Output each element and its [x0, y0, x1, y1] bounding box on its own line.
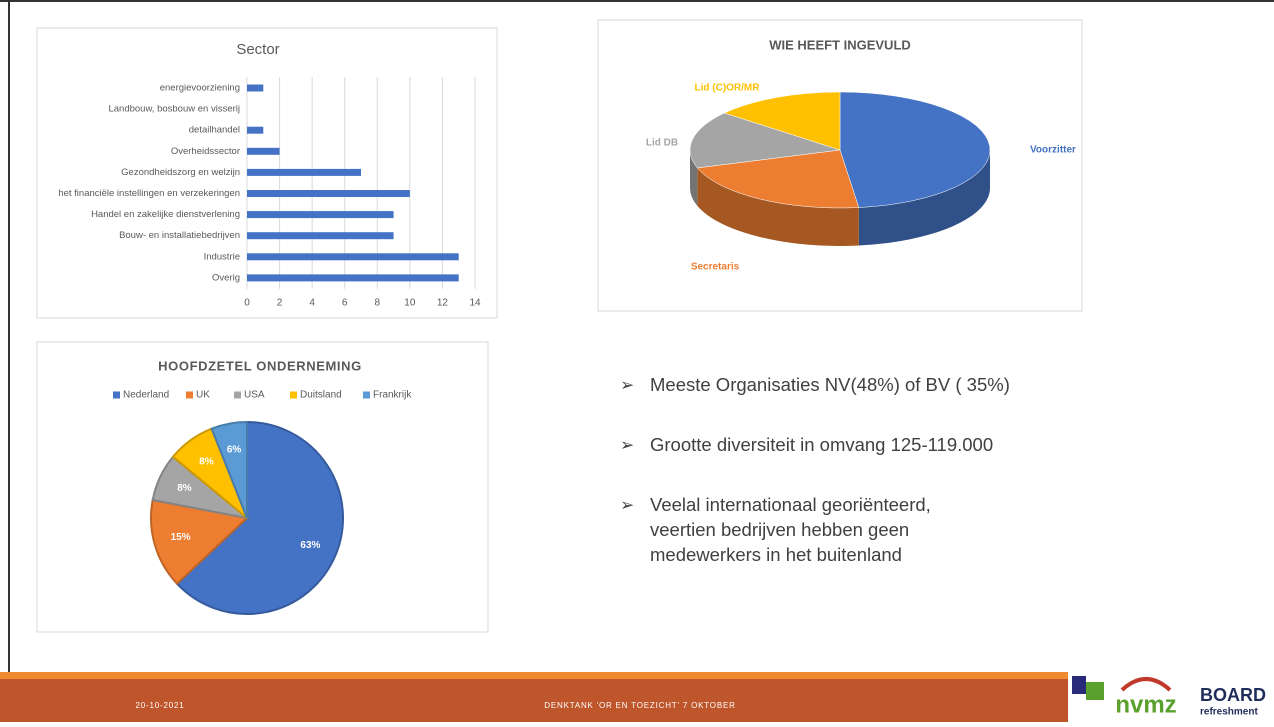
- chart-title: WIE HEEFT INGEVULD: [769, 37, 911, 52]
- legend-swatch: [113, 391, 120, 399]
- legend-label: Duitsland: [300, 390, 342, 401]
- y-tick-label: detailhandel: [189, 125, 240, 136]
- logo-text: nvmz: [1115, 691, 1176, 718]
- bullet-text: veertien bedrijven hebben geen: [650, 519, 909, 540]
- y-tick-label: Overig: [212, 272, 240, 283]
- legend-swatch: [234, 391, 241, 399]
- slice-label: Lid (C)OR/MR: [695, 83, 761, 94]
- bullet-text: Grootte diversiteit in omvang 125-119.00…: [650, 434, 993, 455]
- legend-label: Frankrijk: [373, 390, 412, 401]
- x-tick-label: 14: [469, 298, 481, 309]
- bullet-text: Veelal internationaal georiënteerd,: [650, 494, 931, 515]
- legend-label: Nederland: [123, 390, 169, 401]
- logo: [1184, 672, 1274, 722]
- pie-slice: [723, 91, 841, 151]
- chart-title: Sector: [236, 41, 279, 58]
- y-tick-label: Industrie: [204, 251, 240, 262]
- bar: [247, 232, 394, 240]
- data-label: 63%: [300, 540, 320, 551]
- legend-swatch: [186, 391, 193, 399]
- logo-text: refreshment: [1200, 707, 1258, 718]
- footer-date: 20-10-2021: [136, 701, 185, 710]
- y-tick-label: Bouw- en installatiebedrijven: [119, 230, 240, 241]
- bar: [247, 168, 361, 176]
- x-tick-label: 10: [404, 298, 416, 309]
- slice-label: Voorzitter: [1030, 145, 1076, 156]
- bar: [247, 84, 264, 92]
- bullet-arrow: ➢: [620, 435, 634, 454]
- y-tick-label: Handel en zakelijke dienstverlening: [91, 209, 240, 220]
- pie-side: [697, 167, 859, 246]
- pie-slice: [210, 420, 248, 519]
- pie-slice: [696, 149, 860, 209]
- bullet-text: medewerkers in het buitenland: [650, 544, 902, 565]
- data-label: 8%: [199, 457, 214, 468]
- data-label: 6%: [227, 445, 242, 456]
- pie-side: [858, 150, 990, 246]
- legend-swatch: [363, 391, 370, 399]
- legend-label: USA: [244, 390, 265, 401]
- slice-label: Lid DB: [646, 138, 678, 149]
- bar: [247, 147, 280, 155]
- bullet-text: Meeste Organisaties NV(48%) of BV ( 35%): [650, 374, 1010, 395]
- data-label: 8%: [177, 483, 192, 494]
- slice-label: Secretaris: [691, 262, 740, 273]
- bar: [247, 126, 264, 134]
- logo-text: BOARD: [1200, 685, 1266, 705]
- footer-text: DENKTANK 'OR EN TOEZICHT' 7 OKTOBER: [544, 701, 735, 710]
- pie-slice: [150, 498, 250, 586]
- x-tick-label: 6: [342, 298, 348, 309]
- pie-side: [690, 150, 698, 206]
- bar: [247, 253, 459, 261]
- bar: [247, 274, 459, 282]
- footer-strip: [0, 672, 1274, 679]
- bar: [247, 190, 410, 197]
- logo-arc: [1120, 677, 1172, 692]
- bar: [247, 211, 394, 219]
- y-tick-label: Landbouw, bosbouw en visserij: [108, 104, 240, 115]
- y-tick-label: Overheidssector: [171, 146, 240, 157]
- pie-slice: [175, 420, 344, 615]
- x-tick-label: 2: [277, 298, 283, 309]
- y-tick-label: energievoorziening: [160, 83, 240, 94]
- logo-part: [1086, 682, 1104, 700]
- y-tick-label: het financiële instellingen en verzekeri…: [58, 188, 240, 199]
- footer-band: [0, 679, 1274, 722]
- data-label: 15%: [171, 532, 191, 543]
- x-tick-label: 8: [375, 298, 381, 309]
- logo-part: [1072, 676, 1086, 694]
- legend-swatch: [290, 391, 297, 399]
- x-tick-label: 4: [309, 298, 315, 309]
- x-tick-label: 0: [244, 298, 250, 309]
- pie-slice: [689, 112, 841, 169]
- bullet-arrow: ➢: [620, 495, 634, 514]
- x-tick-label: 12: [437, 298, 449, 309]
- bullet-arrow: ➢: [620, 375, 634, 394]
- legend-label: UK: [196, 390, 210, 401]
- chart-title: HOOFDZETEL ONDERNEMING: [158, 358, 362, 373]
- pie-slice: [839, 91, 991, 208]
- y-tick-label: Gezondheidszorg en welzijn: [121, 167, 240, 178]
